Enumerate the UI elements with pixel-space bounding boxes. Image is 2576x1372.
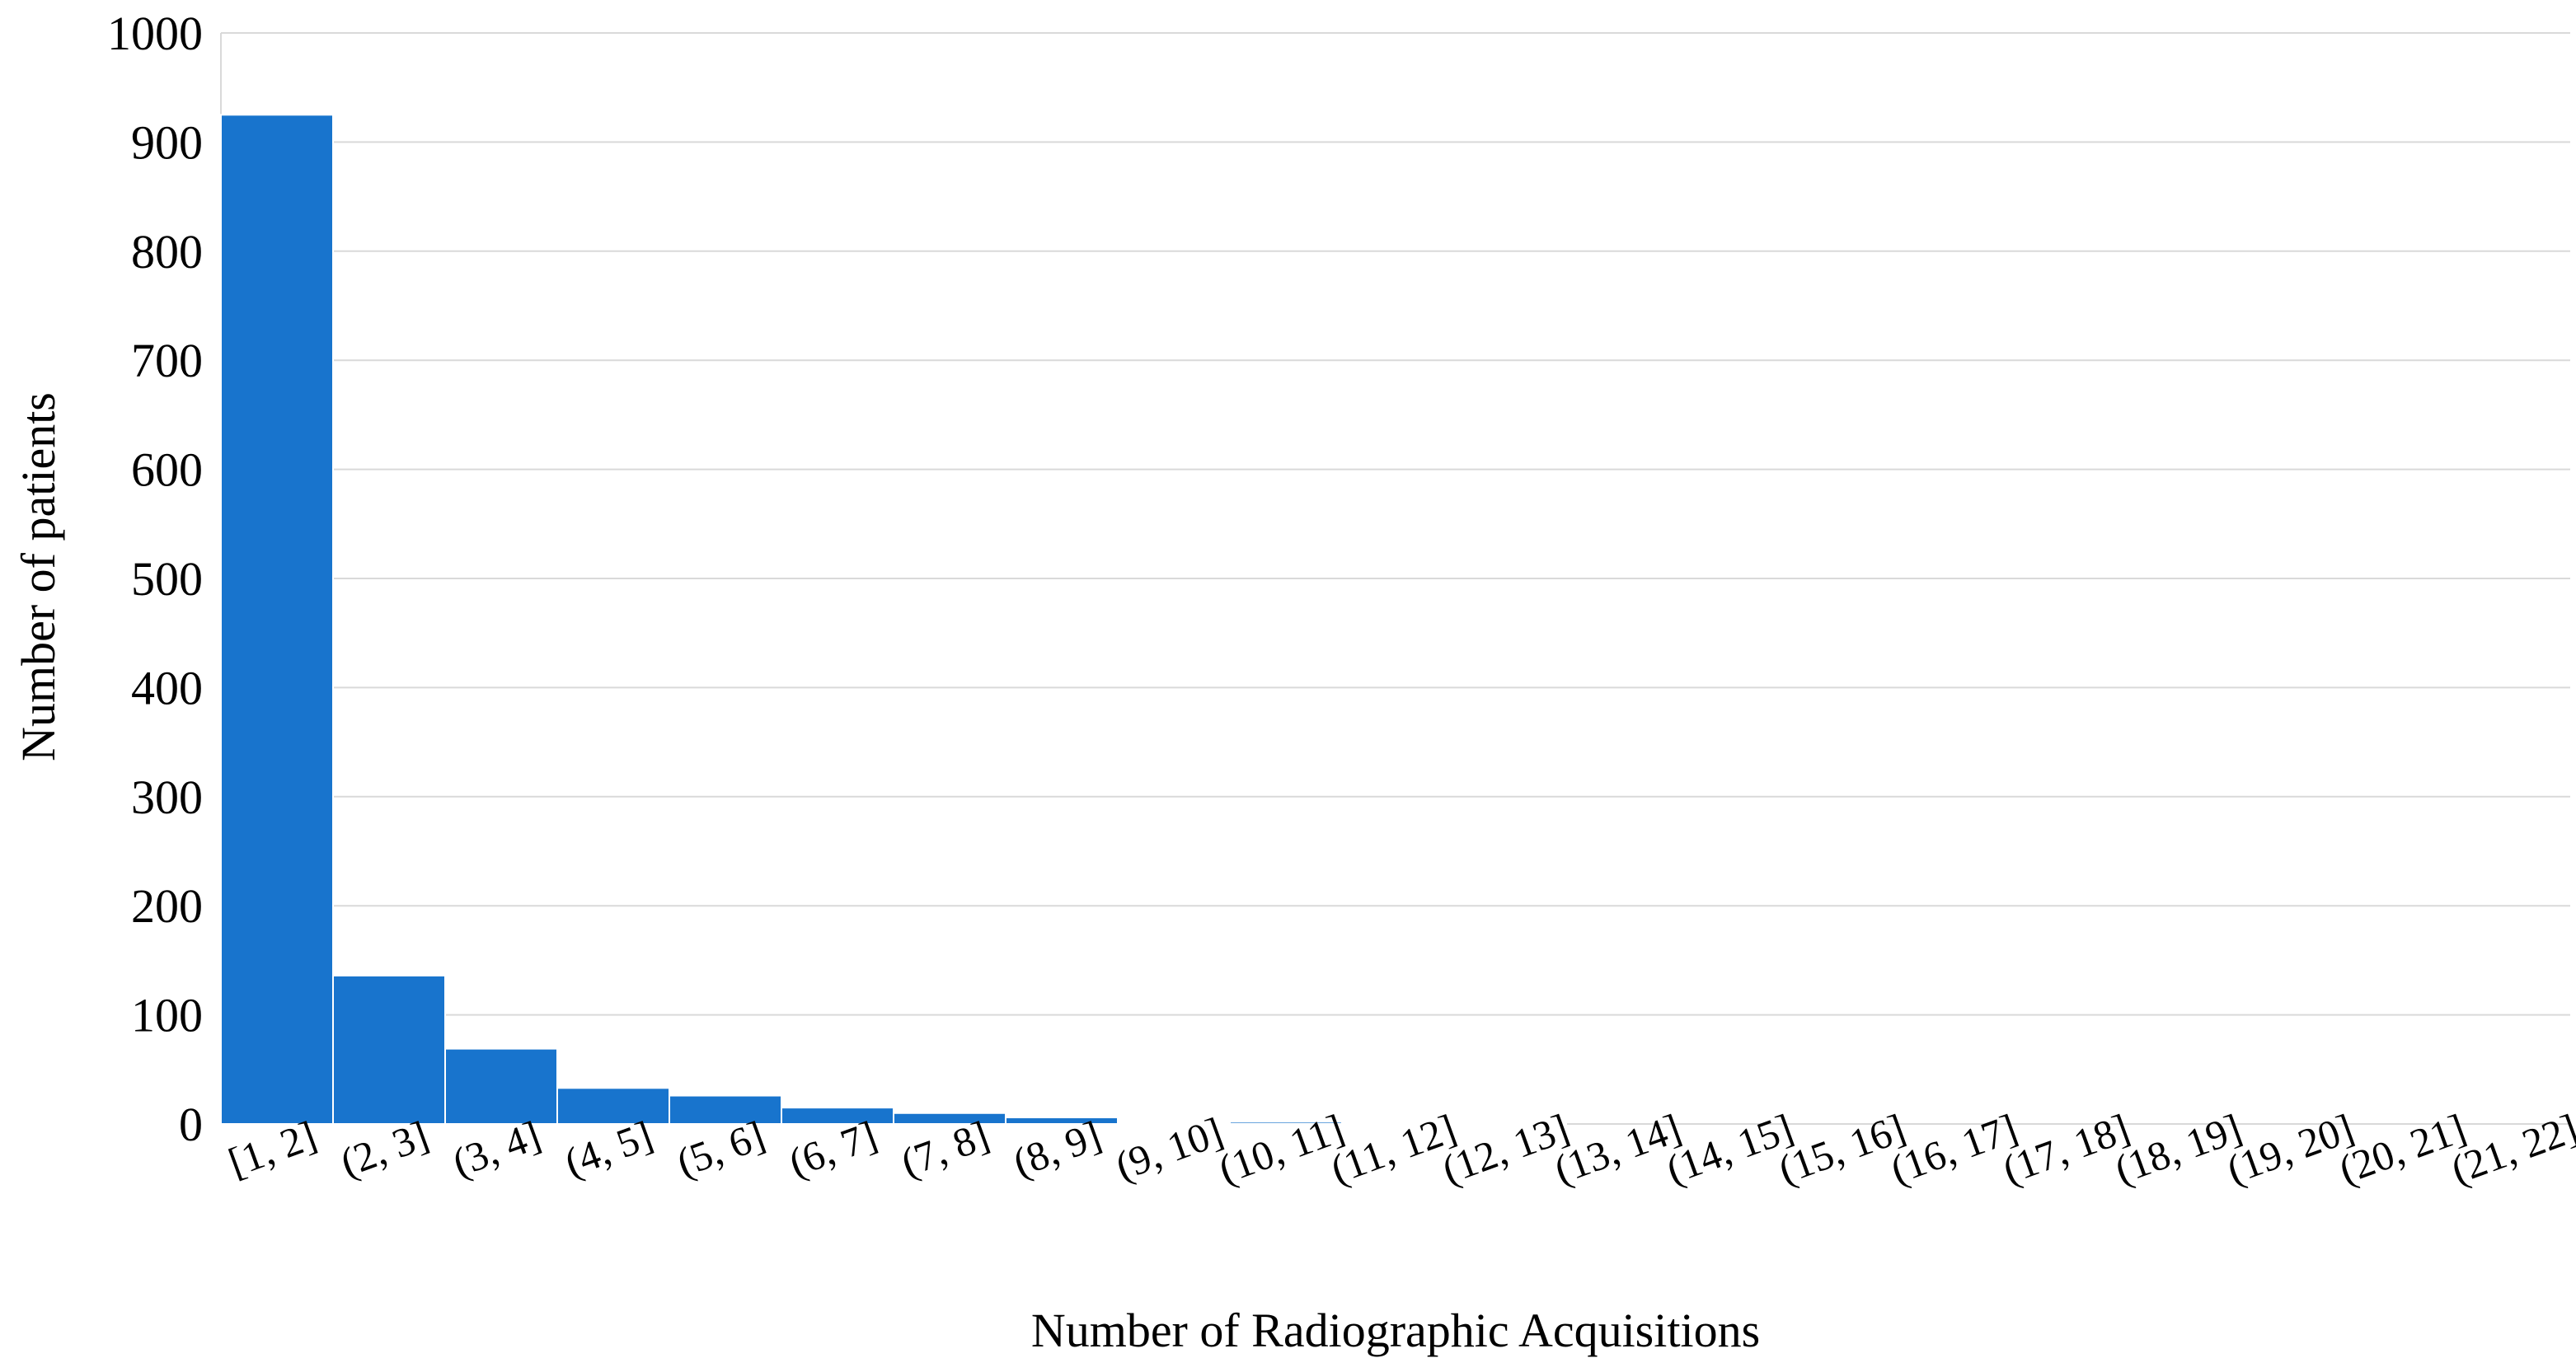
- bars: [220, 114, 1567, 1126]
- bar: [669, 1094, 782, 1126]
- y-tick-label: 400: [131, 661, 203, 714]
- y-tick-label: 500: [131, 552, 203, 606]
- y-tick-label: 100: [131, 989, 203, 1042]
- y-tick-label: 600: [131, 443, 203, 497]
- bar: [444, 1047, 558, 1126]
- y-tick-label: 200: [131, 879, 203, 933]
- y-axis-title: Number of patients: [12, 392, 65, 761]
- y-tick-label: 1000: [107, 7, 203, 60]
- y-tick-label: 300: [131, 770, 203, 824]
- bar: [220, 114, 334, 1125]
- y-tick-label: 700: [131, 334, 203, 387]
- y-tick-label: 0: [179, 1098, 203, 1151]
- y-tick-label: 900: [131, 115, 203, 169]
- y-tick-labels: 0 100 200 300 400 500 600 700 800 900 1000: [107, 7, 203, 1151]
- x-tick-label: (21, 22]: [2445, 1105, 2576, 1193]
- bar: [332, 974, 446, 1126]
- x-axis-title: Number of Radiographic Acquisitions: [1031, 1304, 1760, 1357]
- bar: [1453, 1121, 1567, 1126]
- bar: [781, 1107, 894, 1126]
- bar: [556, 1087, 670, 1125]
- x-tick-label: (9, 10]: [1110, 1108, 1228, 1189]
- gridlines: [220, 32, 2570, 1125]
- bar: [1005, 1117, 1119, 1126]
- y-tick-label: 800: [131, 225, 203, 279]
